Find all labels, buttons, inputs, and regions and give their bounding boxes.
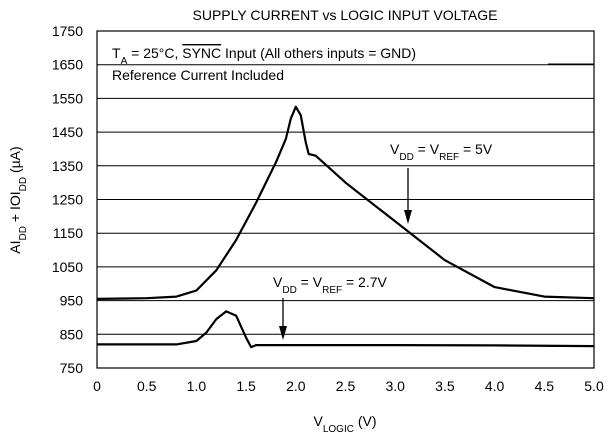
x-axis-label: VLOGIC (V) [313, 413, 376, 435]
arrow [279, 298, 287, 340]
data-line [96, 105, 595, 300]
y-tick-label: 1650 [52, 57, 83, 73]
data-line [97, 310, 595, 349]
annotation: Reference Current Included [112, 67, 284, 83]
subscript: REF [322, 285, 342, 296]
annotation: TA = 25°C, SYNC Input (All others inputs… [112, 45, 416, 67]
subscript: LOGIC [323, 424, 354, 435]
x-tick-label: 1.0 [187, 378, 207, 394]
x-tick-label: 4.0 [485, 378, 505, 394]
y-tick-label: 1250 [52, 192, 83, 208]
text-run: (V) [354, 413, 377, 429]
y-tick-label: 1450 [52, 124, 83, 140]
x-tick-label: 0.5 [137, 378, 157, 394]
x-tick-label: 4.5 [535, 378, 555, 394]
overlined-text: SYNC [182, 45, 221, 61]
subscript: DD [18, 177, 29, 191]
y-axis-label: AIDD + IOIDD (µA) [7, 146, 29, 253]
text-run: = 5V [459, 141, 493, 157]
x-tick-label: 3.0 [385, 378, 405, 394]
y-tick-label: 1350 [52, 158, 83, 174]
x-tick-label: 2.0 [286, 378, 306, 394]
x-tick-label: 3.5 [435, 378, 455, 394]
text-run: AI [7, 240, 23, 253]
text-run: (µA) [7, 146, 23, 177]
chart-title: SUPPLY CURRENT vs LOGIC INPUT VOLTAGE [193, 7, 498, 23]
subscript: REF [439, 152, 459, 163]
text-run: V [390, 141, 400, 157]
text-run: + IOI [7, 191, 23, 226]
text-run: = 25°C, [127, 45, 182, 61]
annotation: VDD = VREF = 5V [390, 141, 493, 163]
text-run: V [273, 274, 283, 290]
text-run: V [313, 413, 323, 429]
annotation: VDD = VREF = 2.7V [273, 274, 388, 296]
x-tick-label: 0 [93, 378, 101, 394]
text-run: Input (All others inputs = GND) [221, 45, 416, 61]
y-tick-label: 950 [60, 293, 84, 309]
y-tick-label: 1150 [53, 225, 83, 241]
text-run: Reference Current Included [112, 67, 284, 83]
y-tick-label: 1050 [52, 259, 83, 275]
subscript: DD [18, 226, 29, 240]
x-tick-label: 5.0 [584, 378, 604, 394]
subscript: DD [282, 285, 296, 296]
x-tick-label: 1.5 [236, 378, 256, 394]
text-run: = V [297, 274, 323, 290]
y-tick-label: 850 [60, 326, 84, 342]
y-tick-label: 750 [60, 360, 84, 376]
subscript: DD [399, 152, 413, 163]
arrow [404, 168, 412, 224]
text-run: = 2.7V [342, 274, 387, 290]
subscript: A [121, 56, 128, 67]
text-run: T [112, 45, 121, 61]
x-tick-label: 2.5 [336, 378, 356, 394]
y-tick-label: 1750 [52, 23, 83, 39]
text-run: = V [414, 141, 440, 157]
y-tick-label: 1550 [52, 90, 83, 106]
